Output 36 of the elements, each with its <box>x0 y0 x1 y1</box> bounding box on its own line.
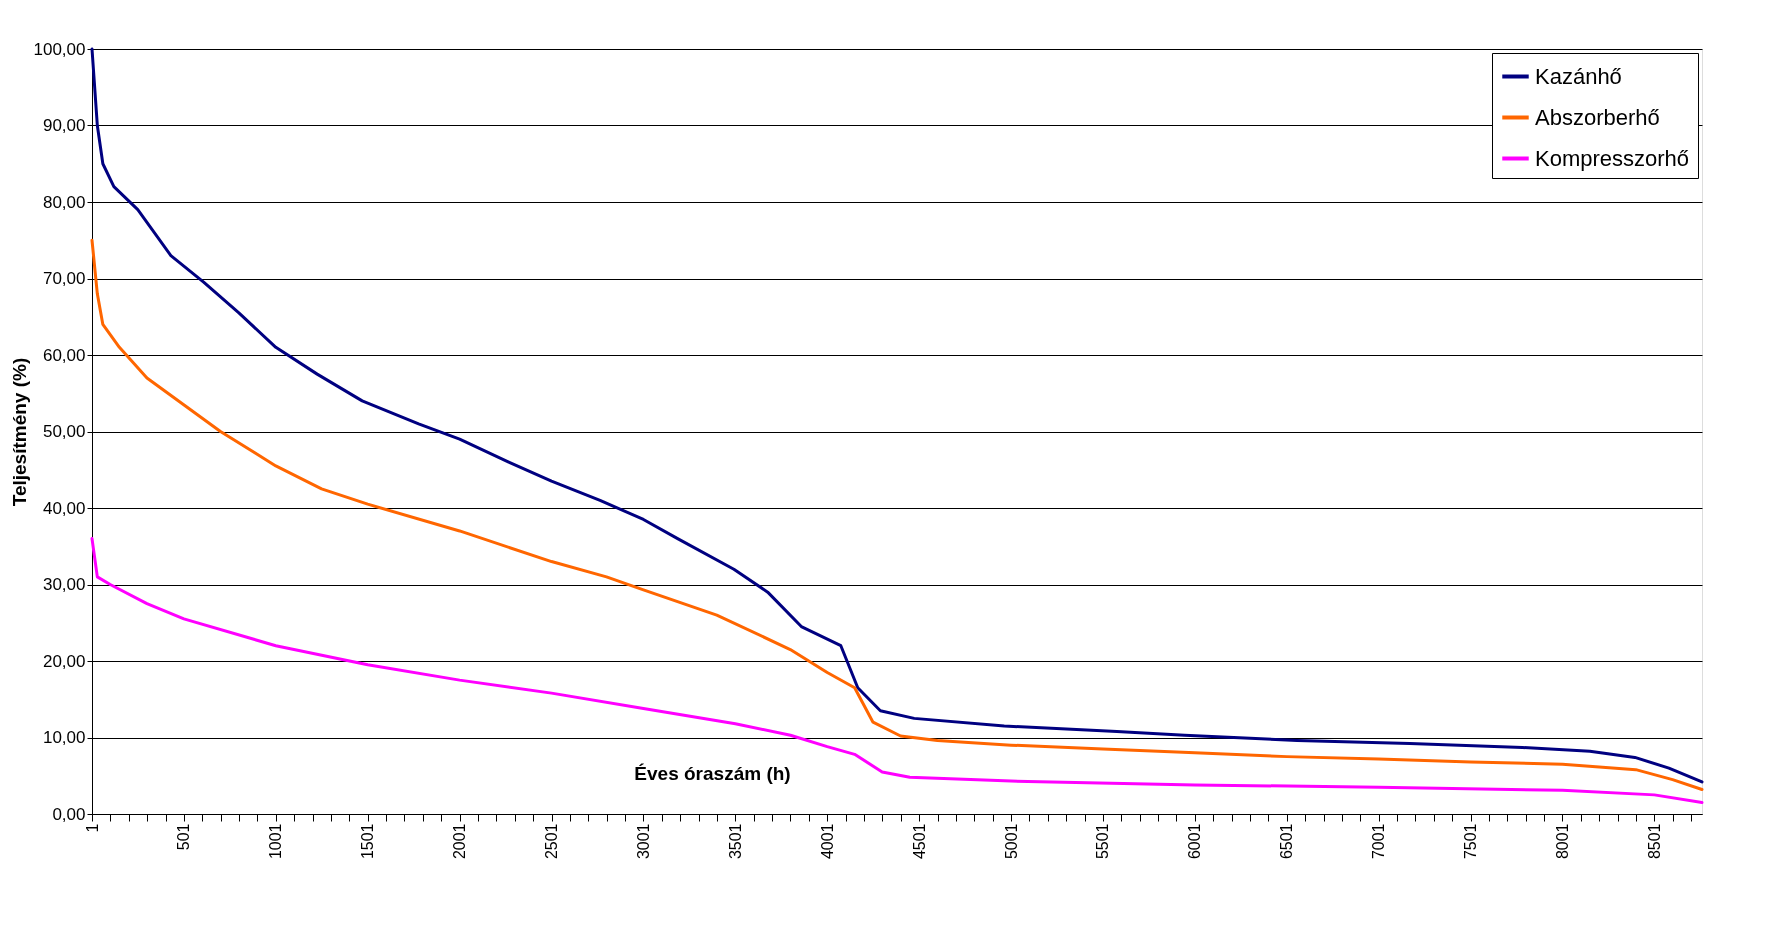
x-axis-title: Éves óraszám (h) <box>634 762 791 784</box>
y-tick-label: 20,00 <box>42 651 86 671</box>
x-tick-label: 1501 <box>359 823 377 860</box>
legend-label: Kazánhő <box>1535 63 1622 89</box>
x-tick-label: 501 <box>175 823 193 851</box>
y-tick-label: 10,00 <box>42 728 86 747</box>
x-tick-label: 3501 <box>726 823 744 860</box>
x-tick-label: 6001 <box>1186 823 1204 860</box>
x-tick-label: 4501 <box>910 823 928 860</box>
x-tick-label: 8001 <box>1553 823 1571 860</box>
x-tick-label: 8501 <box>1645 823 1663 860</box>
x-tick-label: 6501 <box>1278 823 1296 860</box>
y-tick-label: 80,00 <box>42 192 86 212</box>
x-tick-label: 4001 <box>818 823 836 860</box>
y-tick-label: 90,00 <box>42 116 86 135</box>
y-tick-label: 0,00 <box>52 804 86 824</box>
legend-label: Kompresszorhő <box>1535 145 1690 171</box>
x-tick-label: 5501 <box>1094 823 1112 860</box>
y-tick-label: 100,00 <box>33 39 86 59</box>
line-series <box>90 238 1704 792</box>
y-tick-label: 50,00 <box>42 422 86 441</box>
x-tick-label: 1 <box>83 823 101 833</box>
x-tick-label: 1001 <box>267 823 285 860</box>
x-tick-label: 2501 <box>543 823 561 860</box>
y-axis-title: Teljesítmény (%) <box>8 357 30 507</box>
x-tick-label: 7001 <box>1370 823 1388 860</box>
y-tick-label: 30,00 <box>42 575 86 594</box>
x-tick-label: 5001 <box>1002 823 1020 860</box>
y-tick-label: 60,00 <box>42 345 86 365</box>
line-series <box>90 537 1704 805</box>
y-tick-label: 70,00 <box>42 269 86 288</box>
x-tick-label: 2001 <box>451 823 469 860</box>
y-tick-label: 40,00 <box>42 498 86 518</box>
x-tick-label: 7501 <box>1462 823 1480 860</box>
legend-label: Abszorberhő <box>1535 104 1660 130</box>
x-tick-label: 3001 <box>634 823 652 860</box>
